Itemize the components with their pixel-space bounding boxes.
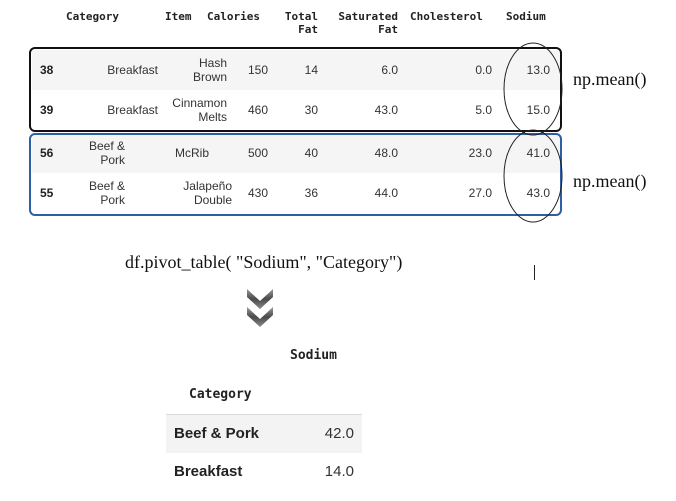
header-saturated-fat-line2: Fat xyxy=(378,23,398,36)
cell-item-line1: Jalapeño xyxy=(183,179,232,193)
cell-calories: 150 xyxy=(247,63,268,77)
cell-item: Jalapeño Double xyxy=(132,179,232,207)
cell-category: Breakfast xyxy=(107,63,158,77)
cell-category-line2: Pork xyxy=(100,193,125,207)
row-index: 39 xyxy=(40,103,54,117)
header-total-fat-line2: Fat xyxy=(298,23,318,36)
cell-calories: 430 xyxy=(247,186,268,200)
cell-item-line1: Cinnamon xyxy=(172,96,227,110)
beef-pork-group-highlight xyxy=(29,133,562,216)
cell-category: Breakfast xyxy=(107,103,158,117)
pivot-row: Breakfast 14.0 xyxy=(166,453,362,491)
pivot-row-label: Breakfast xyxy=(174,463,243,480)
header-saturated-fat: Saturated Fat xyxy=(328,10,398,36)
pivot-value-header: Sodium xyxy=(290,348,337,363)
cell-saturated-fat: 44.0 xyxy=(374,186,398,200)
cell-item-line2: Double xyxy=(193,193,232,207)
cell-item-line2: Melts xyxy=(198,110,227,124)
header-item: Item xyxy=(165,10,192,23)
row-index: 38 xyxy=(40,63,54,77)
cell-category-line1: Beef & xyxy=(88,139,125,153)
table-row: 55 Beef & Pork Jalapeño Double 430 36 44… xyxy=(32,173,560,213)
cell-total-fat: 36 xyxy=(304,186,318,200)
mean-annotation-beef-pork: np.mean() xyxy=(573,171,647,191)
header-total-fat-line1: Total xyxy=(284,10,318,23)
cell-item-line2: Brown xyxy=(192,70,227,84)
pivot-table-code: df.pivot_table( "Sodium", "Category") xyxy=(125,252,403,272)
pivot-row-value: 42.0 xyxy=(324,425,354,442)
pivot-index-header: Category xyxy=(189,387,252,402)
cell-category-line2: Pork xyxy=(100,153,125,167)
cell-item: McRib xyxy=(174,146,209,160)
cell-cholesterol: 23.0 xyxy=(468,146,492,160)
double-chevron-down-icon xyxy=(247,289,273,327)
cell-total-fat: 30 xyxy=(304,103,318,117)
cell-calories: 500 xyxy=(247,146,268,160)
cell-cholesterol: 5.0 xyxy=(475,103,492,117)
cell-saturated-fat: 48.0 xyxy=(374,146,398,160)
cell-category-line1: Beef & xyxy=(88,179,125,193)
cell-saturated-fat: 43.0 xyxy=(374,103,398,117)
cell-item: Hash Brown xyxy=(132,56,227,84)
cell-total-fat: 14 xyxy=(304,63,318,77)
row-index: 56 xyxy=(40,146,54,160)
breakfast-group-highlight xyxy=(29,47,562,132)
header-total-fat: Total Fat xyxy=(278,10,318,36)
pivot-row: Beef & Pork 42.0 xyxy=(166,415,362,453)
pivot-separator xyxy=(166,414,362,415)
cell-item: Cinnamon Melts xyxy=(132,96,227,124)
pivot-row-label: Beef & Pork xyxy=(174,425,260,442)
cell-saturated-fat: 6.0 xyxy=(381,63,398,77)
table-row: 56 Beef & Pork McRib 500 40 48.0 23.0 41… xyxy=(32,133,560,173)
header-category: Category xyxy=(66,10,119,23)
cell-total-fat: 40 xyxy=(304,146,318,160)
header-sodium: Sodium xyxy=(506,10,546,23)
header-saturated-fat-line1: Saturated xyxy=(338,10,398,23)
cell-category: Beef & Pork xyxy=(70,139,125,167)
cell-cholesterol: 0.0 xyxy=(475,63,492,77)
mean-annotation-breakfast: np.mean() xyxy=(573,69,647,89)
cell-cholesterol: 27.0 xyxy=(468,186,492,200)
text-cursor xyxy=(534,265,535,280)
row-index: 55 xyxy=(40,186,54,200)
pivot-row-value: 14.0 xyxy=(324,463,354,480)
header-cholesterol: Cholesterol xyxy=(410,10,483,23)
cell-item-line1: Hash xyxy=(198,56,227,70)
cell-calories: 460 xyxy=(247,103,268,117)
header-calories: Calories xyxy=(207,10,260,23)
cell-category: Beef & Pork xyxy=(70,179,125,207)
table-row: 38 Breakfast Hash Brown 150 14 6.0 0.0 1… xyxy=(32,50,560,90)
